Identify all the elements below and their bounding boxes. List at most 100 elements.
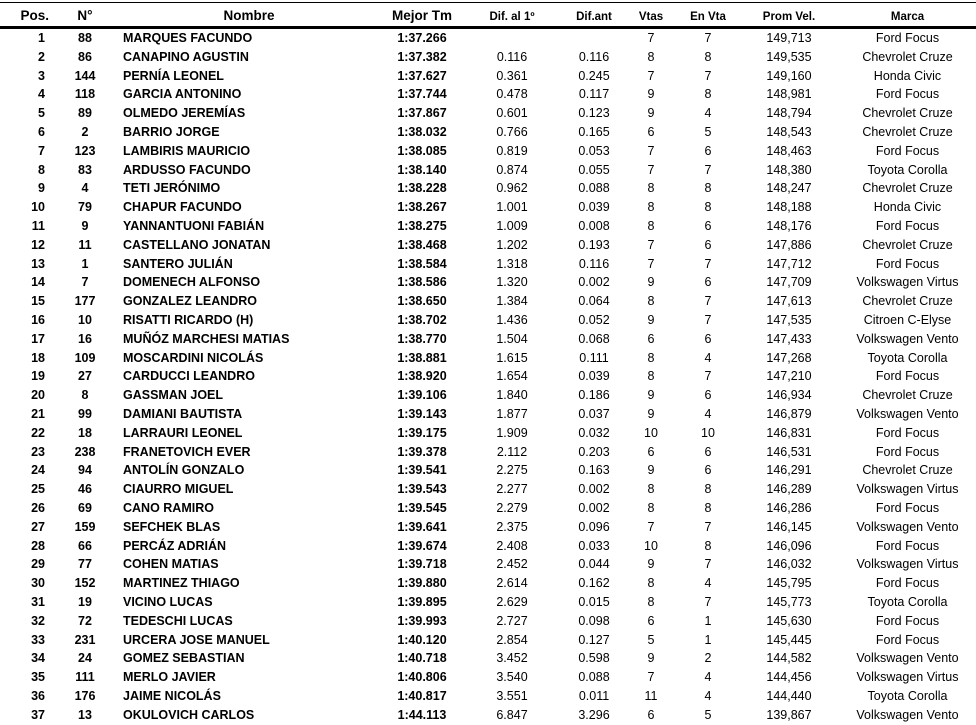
cell-nombre: MERLO JAVIER [123, 670, 216, 685]
cell-vtas: 11 [644, 688, 658, 703]
table-row: 28 66 PERCÁZ ADRIÁN 1:39.674 2.408 0.033 10 8 14… [0, 537, 976, 556]
cell-nombre: URCERA JOSE MANUEL [123, 632, 270, 647]
table-row: 4 118 GARCIA ANTONINO 1:37.744 0.478 0.117 9 8 1… [0, 85, 976, 104]
cell-envta: 7 [704, 557, 712, 572]
cell-prom: 147,433 [766, 331, 812, 346]
cell-envta: 7 [704, 162, 712, 177]
cell-mejor: 1:39.674 [397, 538, 447, 553]
cell-difant: 0.039 [578, 200, 610, 215]
cell-num: 86 [78, 49, 92, 64]
cell-pos: 4 [38, 87, 45, 102]
table-row: 10 79 CHAPUR FACUNDO 1:38.267 1.001 0.039 8 8 14… [0, 198, 976, 217]
cell-marca: Volkswagen Virtus [856, 275, 959, 290]
cell-vtas: 7 [647, 143, 655, 158]
table-row: 7 123 LAMBIRIS MAURICIO 1:38.085 0.819 0.053 7… [0, 142, 976, 161]
cell-nombre: CARDUCCI LEANDRO [123, 369, 255, 384]
cell-prom: 148,176 [766, 218, 812, 233]
cell-mejor: 1:38.881 [397, 350, 447, 365]
cell-pos: 15 [31, 294, 45, 309]
cell-pos: 28 [31, 538, 45, 553]
cell-envta: 4 [704, 406, 712, 421]
cell-vtas: 7 [647, 237, 655, 252]
cell-nombre: MARTINEZ THIAGO [123, 576, 240, 591]
cell-dif1: 1.001 [496, 200, 528, 215]
cell-marca: Toyota Corolla [867, 350, 948, 365]
cell-difant: 0.123 [578, 106, 610, 121]
cell-prom: 146,032 [766, 557, 812, 572]
cell-mejor: 1:38.468 [397, 237, 447, 252]
cell-marca: Volkswagen Vento [856, 331, 959, 346]
cell-dif1: 2.408 [496, 538, 528, 553]
cell-pos: 33 [31, 632, 45, 647]
cell-dif1: 1.436 [496, 312, 528, 327]
cell-prom: 148,380 [766, 162, 812, 177]
cell-difant: 0.598 [578, 651, 610, 666]
cell-difant: 0.163 [578, 463, 610, 478]
cell-difant: 0.039 [578, 369, 610, 384]
cell-pos: 18 [31, 350, 45, 365]
cell-num: 77 [78, 557, 92, 572]
cell-difant: 0.002 [578, 500, 610, 515]
cell-prom: 149,713 [766, 31, 812, 45]
cell-nombre: COHEN MATIAS [123, 557, 219, 572]
cell-vtas: 8 [647, 181, 655, 196]
cell-nombre: LARRAURI LEONEL [123, 425, 243, 440]
cell-difant: 0.044 [578, 557, 610, 572]
cell-pos: 20 [31, 388, 45, 403]
cell-marca: Toyota Corolla [867, 162, 948, 177]
cell-pos: 26 [31, 500, 45, 515]
cell-prom: 146,096 [766, 538, 812, 553]
table-row: 6 2 BARRIO JORGE 1:38.032 0.766 0.165 6 5 148,54… [0, 123, 976, 142]
cell-prom: 148,463 [766, 143, 812, 158]
cell-difant: 0.088 [578, 181, 610, 196]
cell-nombre: VICINO LUCAS [123, 594, 213, 609]
cell-marca: Chevrolet Cruze [862, 181, 953, 196]
cell-prom: 149,535 [766, 49, 812, 64]
cell-mejor: 1:39.106 [397, 388, 447, 403]
table-body: 1 88 MARQUES FACUNDO 1:37.266 7 7 149,713 Ford … [0, 28, 976, 725]
cell-marca: Ford Focus [875, 425, 940, 440]
table-row: 34 24 GOMEZ SEBASTIAN 1:40.718 3.452 0.598 9 2 1… [0, 649, 976, 668]
cell-envta: 6 [704, 275, 712, 290]
cell-num: 118 [74, 87, 96, 102]
cell-dif1: 2.629 [496, 594, 528, 609]
cell-marca: Volkswagen Vento [856, 651, 959, 666]
cell-mejor: 1:38.267 [397, 200, 447, 215]
cell-dif1: 0.116 [496, 49, 528, 64]
cell-marca: Ford Focus [875, 218, 940, 233]
table-row: 33 231 URCERA JOSE MANUEL 1:40.120 2.854 0.12… [0, 631, 976, 650]
cell-vtas: 8 [647, 500, 655, 515]
cell-dif1: 1.318 [496, 256, 528, 271]
cell-marca: Toyota Corolla [867, 688, 948, 703]
cell-dif1: 0.962 [496, 181, 528, 196]
cell-envta: 1 [704, 613, 712, 628]
cell-envta: 8 [704, 200, 712, 215]
cell-marca: Ford Focus [875, 369, 940, 384]
table-row: 22 18 LARRAURI LEONEL 1:39.175 1.909 0.032 10 1… [0, 424, 976, 443]
cell-marca: Ford Focus [875, 444, 940, 459]
cell-mejor: 1:39.718 [397, 557, 447, 572]
cell-envta: 10 [701, 425, 715, 440]
cell-difant: 0.117 [578, 87, 610, 102]
cell-prom: 147,709 [766, 275, 812, 290]
cell-pos: 11 [31, 218, 45, 233]
cell-dif1: 1.615 [496, 350, 528, 365]
cell-num: 2 [81, 124, 89, 139]
cell-vtas: 8 [647, 576, 655, 591]
cell-envta: 6 [704, 331, 712, 346]
cell-envta: 7 [704, 294, 712, 309]
col-header-mejor: Mejor Tm [391, 8, 452, 23]
cell-difant: 0.002 [578, 482, 610, 497]
cell-marca: Chevrolet Cruze [862, 124, 953, 139]
cell-num: 83 [78, 162, 92, 177]
cell-marca: Chevrolet Cruze [862, 106, 953, 121]
cell-difant: 0.096 [578, 519, 610, 534]
cell-dif1: 2.275 [496, 463, 528, 478]
cell-num: 89 [78, 106, 92, 121]
table-row: 29 77 COHEN MATIAS 1:39.718 2.452 0.044 9 7 146,… [0, 555, 976, 574]
cell-difant [563, 28, 625, 48]
table-row: 5 89 OLMEDO JEREMÍAS 1:37.867 0.601 0.123 9 4 14… [0, 104, 976, 123]
cell-nombre: PERNÍA LEONEL [123, 68, 224, 83]
cell-envta: 8 [704, 500, 712, 515]
table-row: 27 159 SEFCHEK BLAS 1:39.641 2.375 0.096 7 7 146… [0, 518, 976, 537]
